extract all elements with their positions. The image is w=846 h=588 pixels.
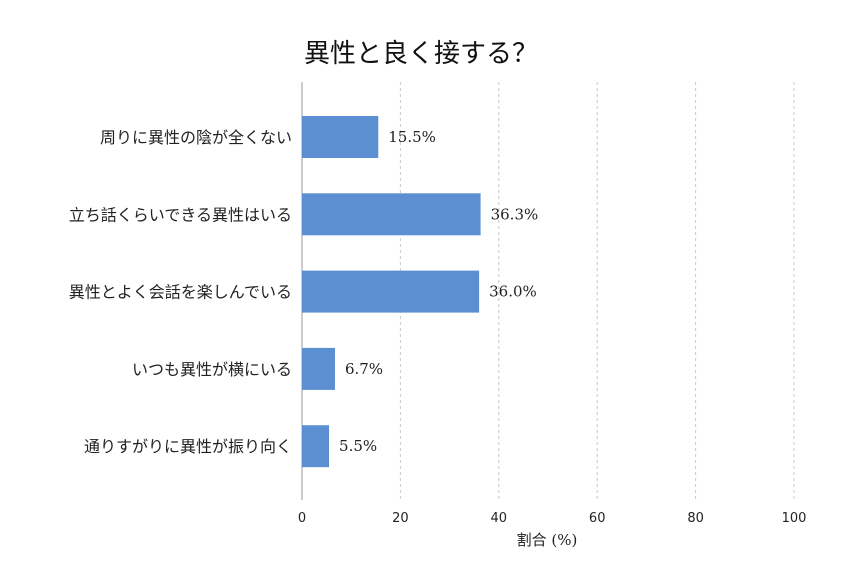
category-label: 立ち話くらいできる異性はいる xyxy=(69,205,292,224)
x-tick-label: 100 xyxy=(782,511,807,526)
category-label: 通りすがりに異性が振り向く xyxy=(84,437,292,456)
x-tick-label: 0 xyxy=(298,511,306,526)
x-tick-label: 20 xyxy=(392,511,409,526)
bar xyxy=(302,347,335,390)
value-label: 36.3% xyxy=(491,205,539,223)
category-label: 異性とよく会話を楽しんでいる xyxy=(69,283,292,302)
bar xyxy=(302,116,379,158)
category-label: 周りに異性の陰が全くない xyxy=(100,128,292,147)
value-label: 6.7% xyxy=(345,360,383,378)
bar xyxy=(302,425,330,468)
value-label: 36.0% xyxy=(489,283,537,301)
bar xyxy=(302,193,481,236)
x-axis-label: 割合 (%) xyxy=(517,531,578,549)
x-tick-label: 40 xyxy=(491,511,508,526)
category-label: いつも異性が横にいる xyxy=(132,360,292,379)
value-label: 15.5% xyxy=(388,128,436,146)
chart-title: 異性と良く接する？ xyxy=(304,39,538,69)
x-tick-label: 80 xyxy=(687,511,704,526)
x-tick-label: 60 xyxy=(589,511,606,526)
bar xyxy=(302,270,480,313)
value-label: 5.5% xyxy=(339,437,377,455)
